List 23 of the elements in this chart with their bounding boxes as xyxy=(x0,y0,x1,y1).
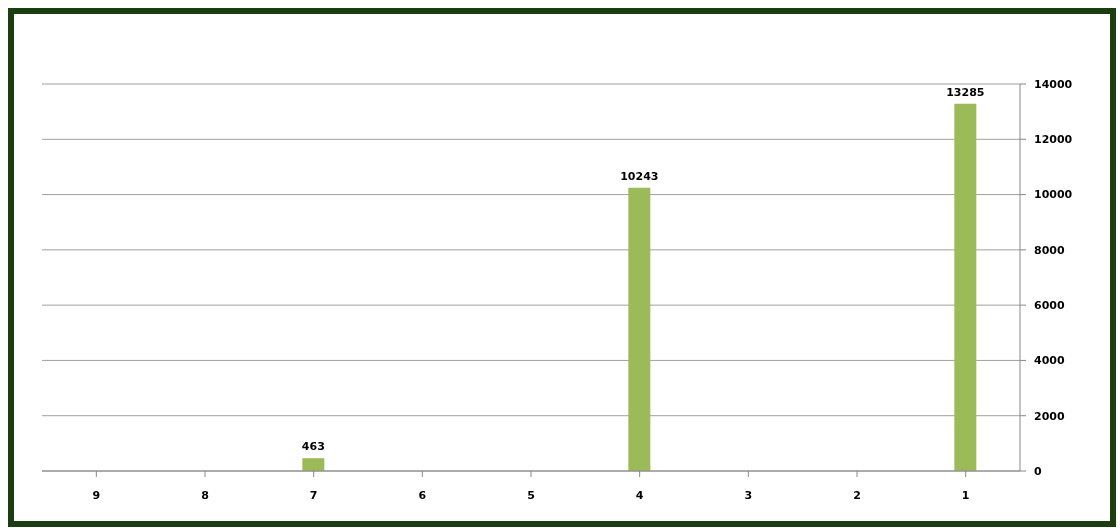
y-tick-label: 10000 xyxy=(1034,188,1073,202)
x-tick-label: 2 xyxy=(853,488,861,502)
x-tick-label: 9 xyxy=(92,488,101,502)
x-tick-label: 3 xyxy=(744,488,753,502)
x-tick-label: 7 xyxy=(309,488,318,502)
bar xyxy=(628,187,651,471)
x-tick-label: 6 xyxy=(418,488,427,502)
y-tick-label: 12000 xyxy=(1034,133,1073,147)
y-tick-label: 4000 xyxy=(1034,354,1065,368)
y-tick-label: 6000 xyxy=(1034,299,1065,313)
y-tick-label: 0 xyxy=(1034,464,1042,478)
bar xyxy=(954,103,977,471)
y-tick-label: 2000 xyxy=(1034,409,1065,423)
data-label: 13285 xyxy=(946,85,985,99)
data-label: 463 xyxy=(301,440,325,454)
y-tick-label: 14000 xyxy=(1034,77,1073,91)
x-tick-label: 5 xyxy=(527,488,535,502)
bar xyxy=(302,458,325,471)
y-tick-label: 8000 xyxy=(1034,243,1065,257)
data-label: 10243 xyxy=(620,169,659,183)
x-tick-label: 1 xyxy=(961,488,970,502)
x-tick-label: 4 xyxy=(635,488,644,502)
x-tick-label: 8 xyxy=(201,488,209,502)
